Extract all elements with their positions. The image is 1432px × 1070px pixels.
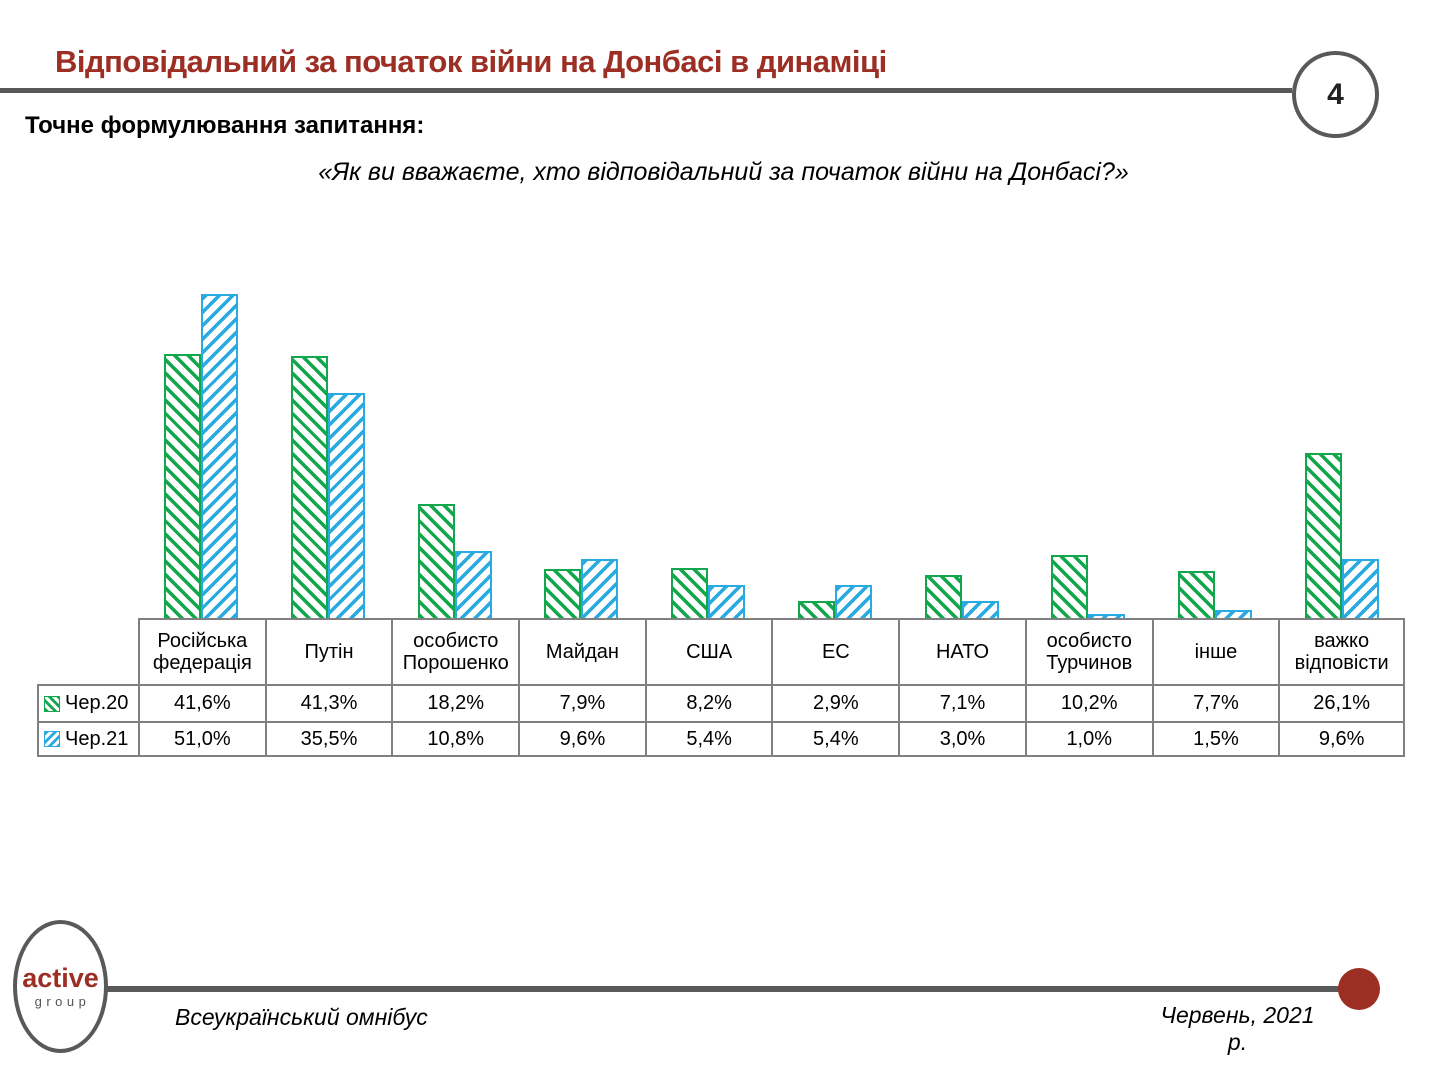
- chart-category-group-7: [898, 260, 1025, 620]
- footer-survey-name: Всеукраїнський омнібус: [175, 1004, 428, 1030]
- chart-category-group-5: [645, 260, 772, 620]
- bar-Чер.21-5: [708, 585, 746, 620]
- bar-Чер.21-3: [454, 550, 492, 620]
- chart-category-group-9: [1152, 260, 1279, 620]
- chart-category-group-1: [138, 260, 265, 620]
- value-cell-Чер.20-2: 41,3%: [264, 684, 392, 721]
- value-cell-Чер.21-6: 5,4%: [771, 721, 899, 757]
- column-header-10: важко відповісти: [1278, 618, 1405, 684]
- value-cell-Чер.21-9: 1,5%: [1151, 721, 1279, 757]
- title-divider: [0, 88, 1292, 93]
- bar-Чер.21-6: [834, 585, 872, 620]
- value-cell-Чер.21-10: 9,6%: [1278, 721, 1405, 757]
- value-cell-Чер.21-1: 51,0%: [138, 721, 265, 757]
- chart-category-group-3: [391, 260, 518, 620]
- bar-Чер.21-2: [328, 392, 366, 620]
- column-header-5: США: [644, 618, 772, 684]
- bar-Чер.21-10: [1341, 558, 1379, 620]
- column-header-8: особисто Турчинов: [1024, 618, 1152, 684]
- column-header-4: Майдан: [518, 618, 645, 684]
- chart-category-group-4: [518, 260, 645, 620]
- bar-Чер.21-4: [581, 558, 619, 620]
- value-cell-Чер.20-4: 7,9%: [518, 684, 645, 721]
- value-cell-Чер.21-4: 9,6%: [518, 721, 645, 757]
- bar-Чер.21-1: [201, 293, 239, 620]
- column-header-7: НАТО: [898, 618, 1025, 684]
- bar-Чер.20-8: [1051, 554, 1089, 620]
- value-cell-Чер.21-3: 10,8%: [391, 721, 519, 757]
- question-text: «Як ви вважаєте, хто відповідальний за п…: [318, 158, 1129, 186]
- value-cell-Чер.20-1: 41,6%: [138, 684, 265, 721]
- value-cell-Чер.20-5: 8,2%: [644, 684, 772, 721]
- bar-Чер.20-10: [1304, 453, 1342, 620]
- value-cell-Чер.20-6: 2,9%: [771, 684, 899, 721]
- value-cell-Чер.21-2: 35,5%: [264, 721, 392, 757]
- value-cell-Чер.21-7: 3,0%: [898, 721, 1025, 757]
- column-header-9: інше: [1151, 618, 1279, 684]
- table-corner-cell: [37, 618, 138, 684]
- bar-Чер.20-5: [671, 567, 709, 620]
- page-title: Відповідальний за початок війни на Донба…: [55, 44, 887, 79]
- legend-cell-Чер.20: Чер.20: [37, 684, 138, 721]
- legend-cell-Чер.21: Чер.21: [37, 721, 138, 757]
- column-header-3: особисто Порошенко: [391, 618, 519, 684]
- value-cell-Чер.20-10: 26,1%: [1278, 684, 1405, 721]
- bar-Чер.20-9: [1177, 570, 1215, 620]
- column-header-6: ЕС: [771, 618, 899, 684]
- logo-primary-text: active: [22, 962, 99, 993]
- footer-divider: [100, 986, 1358, 992]
- bar-Чер.20-2: [291, 355, 329, 620]
- legend-label-Чер.20: Чер.20: [65, 692, 129, 715]
- value-cell-Чер.20-9: 7,7%: [1151, 684, 1279, 721]
- question-label: Точне формулювання запитання:: [25, 112, 425, 139]
- chart-category-group-8: [1025, 260, 1152, 620]
- legend-label-Чер.21: Чер.21: [65, 727, 129, 750]
- value-cell-Чер.21-5: 5,4%: [644, 721, 772, 757]
- footer-date: Червень, 2021 р.: [1160, 1002, 1315, 1055]
- value-cell-Чер.20-7: 7,1%: [898, 684, 1025, 721]
- bar-Чер.20-1: [164, 353, 202, 620]
- legend-swatch-icon-Чер.21: [44, 731, 60, 747]
- active-group-logo: active group: [13, 920, 108, 1053]
- value-cell-Чер.21-8: 1,0%: [1024, 721, 1152, 757]
- chart-category-group-6: [771, 260, 898, 620]
- bar-Чер.20-4: [544, 569, 582, 620]
- value-cell-Чер.20-8: 10,2%: [1024, 684, 1152, 721]
- legend-swatch-icon-Чер.20: [44, 695, 60, 712]
- logo-secondary-text: group: [34, 993, 91, 1009]
- column-header-2: Путін: [264, 618, 392, 684]
- bar-Чер.20-3: [417, 503, 455, 620]
- chart-category-group-2: [265, 260, 392, 620]
- bar-Чер.20-7: [924, 574, 962, 620]
- chart-data-table: Російська федерація Путін особисто Порошен…: [37, 618, 1405, 757]
- column-header-1: Російська федерація: [138, 618, 265, 684]
- footer-accent-dot: [1338, 968, 1380, 1010]
- value-cell-Чер.20-3: 18,2%: [391, 684, 519, 721]
- chart-category-group-10: [1278, 260, 1405, 620]
- bar-chart-plot: [138, 260, 1405, 620]
- page-number-badge: 4: [1292, 51, 1379, 138]
